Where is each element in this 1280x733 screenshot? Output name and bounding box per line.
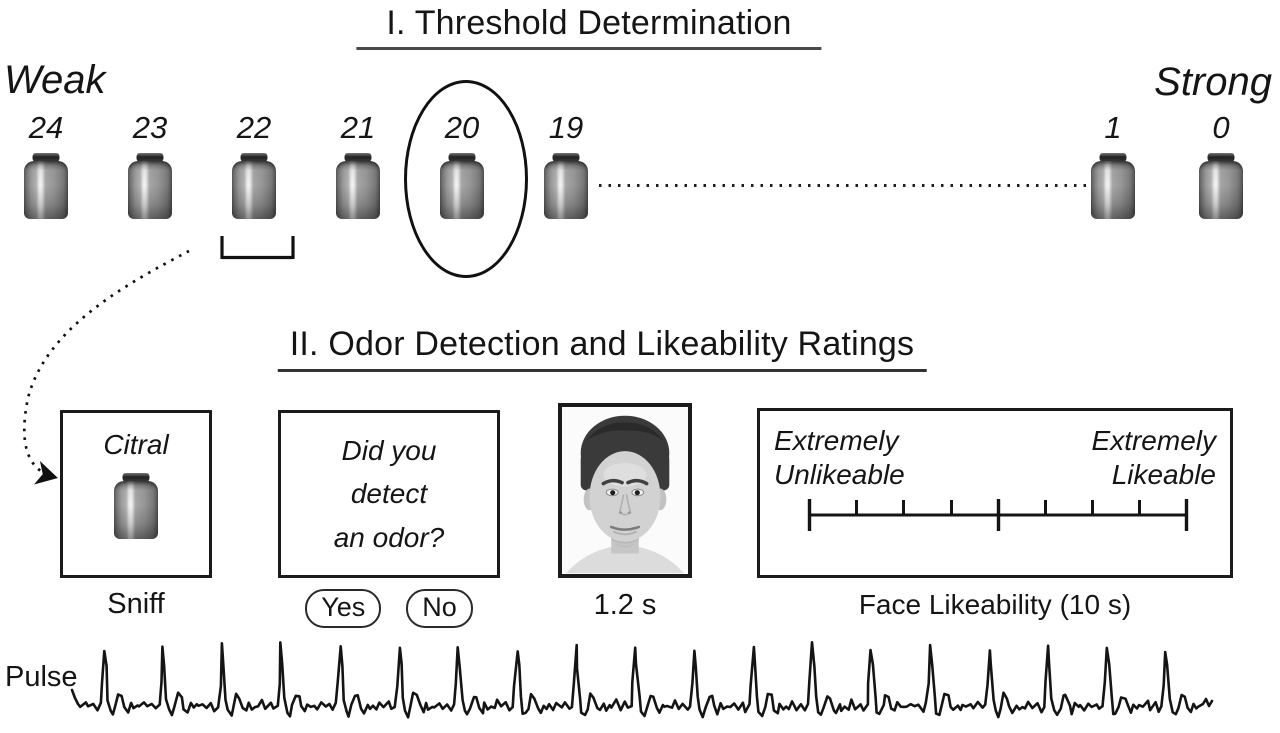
scale-duration-caption: Face Likeability (10 s): [858, 589, 1132, 620]
vial-21-number: 21: [340, 110, 376, 145]
pulse-label: Pulse: [5, 661, 78, 693]
odor-vial-icon: [114, 473, 158, 539]
step-size-bracket: [220, 236, 295, 260]
odor-vial-icon: [1091, 153, 1135, 219]
vial-21: 21: [323, 108, 393, 219]
no-button[interactable]: No: [406, 589, 473, 629]
vial-23-number: 23: [132, 110, 168, 145]
pulse-waveform: [70, 641, 1214, 719]
sniff-caption: Sniff: [107, 588, 165, 620]
strong-label: Strong: [1154, 60, 1272, 104]
section2-title: II. Odor Detection and Likeability Ratin…: [277, 325, 927, 372]
scale-right-anchor-line1: Extremely: [1091, 425, 1216, 456]
odor-vial-icon: [232, 153, 276, 219]
vial-23: 23: [115, 108, 185, 219]
odor-vial-icon: [1199, 153, 1243, 219]
scale-left-anchor-line1: Extremely: [774, 425, 899, 456]
yes-button[interactable]: Yes: [305, 589, 382, 629]
vial-24: 24: [11, 108, 81, 219]
scale-right-anchor-line2: Likeable: [1111, 459, 1216, 491]
vial-22: 22: [219, 108, 289, 219]
detect-response-buttons: Yes No: [278, 589, 500, 629]
detect-question-line3: an odor?: [333, 521, 445, 553]
section1-title: I. Threshold Determination: [356, 4, 822, 50]
citral-label: Citral: [103, 429, 169, 460]
vial-1-number: 1: [1104, 110, 1122, 145]
selected-vial-ellipse: [404, 80, 528, 278]
vial-22-number: 22: [236, 110, 272, 145]
vial-0-number: 0: [1212, 110, 1230, 145]
weak-label: Weak: [4, 58, 106, 102]
vial-19-number: 19: [548, 110, 584, 145]
scale-left-anchor-line2: Unlikeable: [774, 459, 905, 491]
detect-question-line2: detect: [350, 478, 428, 510]
vial-0: 0: [1186, 108, 1256, 219]
face-photo-panel: [558, 403, 692, 578]
detect-question-line1: Did you: [341, 434, 437, 466]
citral-sniff-panel: Citral: [60, 410, 212, 578]
vial-24-number: 24: [28, 110, 64, 145]
likeability-scale-panel: Extremely Unlikeable Extremely Likeable: [757, 408, 1233, 578]
vial-1: 1: [1078, 108, 1148, 219]
face-duration-caption: 1.2 s: [593, 589, 657, 621]
dotted-arrow-icon: [22, 249, 190, 485]
odor-vial-icon: [336, 153, 380, 219]
odor-vial-icon: [24, 153, 68, 219]
vial-series-dotted-line: [599, 184, 1087, 187]
odor-detection-panel: Did you detect an odor?: [278, 410, 500, 578]
rating-scale[interactable]: [760, 411, 1230, 575]
odor-vial-icon: [544, 153, 588, 219]
face-photo: [562, 407, 688, 574]
odor-vial-icon: [128, 153, 172, 219]
vial-19: 19: [531, 108, 601, 219]
